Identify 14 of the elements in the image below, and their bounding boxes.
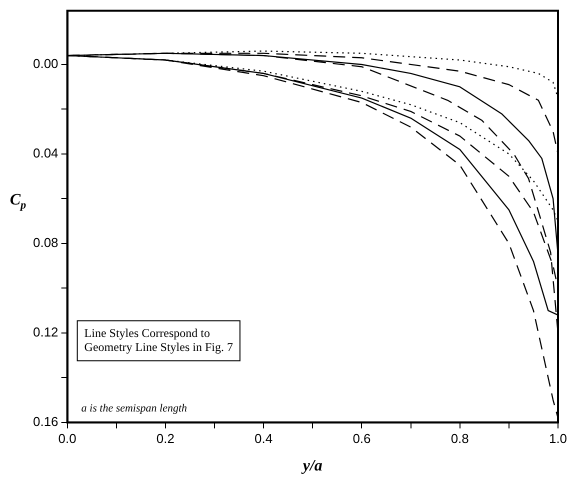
x-tick-label: 1.0 (548, 430, 568, 446)
y-tick-label: 0.04 (32, 146, 58, 161)
annotation: a is the semispan length (81, 402, 188, 414)
y-tick-label: 0.08 (32, 235, 58, 250)
x-axis-title: y/a (300, 458, 322, 475)
y-tick-label: 0.00 (32, 56, 58, 72)
x-tick-label: 0.8 (450, 430, 469, 446)
annotation: Line Styles Correspond to Geometry Line Styles in Fig. 7 (84, 326, 233, 354)
x-tick-label: 0.0 (58, 430, 76, 446)
x-tick-label: 0.6 (352, 430, 371, 446)
y-tick-label: 0.12 (32, 324, 58, 340)
y-tick-label: 0.16 (32, 414, 58, 429)
x-tick-label: 0.4 (254, 430, 273, 446)
x-tick-label: 0.2 (156, 430, 174, 446)
